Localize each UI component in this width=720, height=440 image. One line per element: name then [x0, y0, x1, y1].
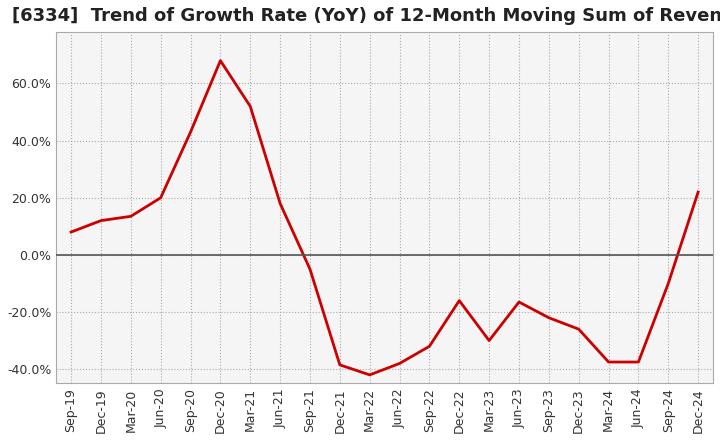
Title: [6334]  Trend of Growth Rate (YoY) of 12-Month Moving Sum of Revenues: [6334] Trend of Growth Rate (YoY) of 12-… — [12, 7, 720, 25]
